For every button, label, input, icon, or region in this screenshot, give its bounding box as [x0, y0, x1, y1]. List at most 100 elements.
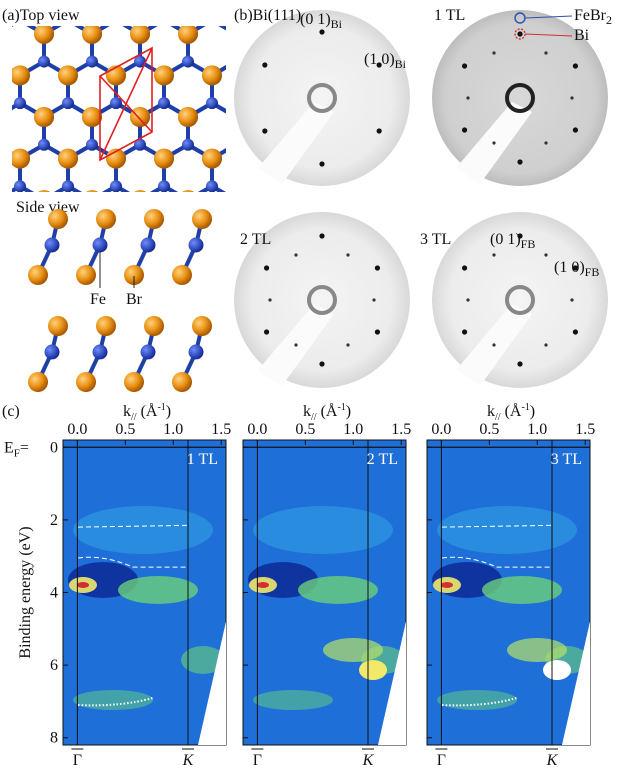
br-atom: [154, 0, 174, 2]
text-part: -1: [521, 402, 529, 413]
br-atom: [202, 0, 222, 2]
fe-atom: [182, 222, 194, 234]
legend-text: FeBr2: [574, 7, 612, 27]
band-feature: [359, 660, 387, 680]
y-tick-label: 4: [50, 585, 58, 602]
leed-spot: [544, 141, 547, 144]
leed-spot: [268, 298, 271, 301]
br-atom: [10, 232, 30, 252]
fe-atom: [110, 180, 122, 192]
fe-atom: [141, 345, 156, 360]
fe-atom: [86, 56, 98, 68]
text-part: Bi: [395, 57, 407, 71]
text-part: FeBr: [574, 7, 607, 24]
x-tick-label: 1.5: [391, 421, 411, 438]
br-atom: [172, 372, 192, 392]
y-tick-label: 8: [50, 730, 58, 747]
x-axis-label: k// (Å-1): [487, 402, 535, 423]
fe-atom: [182, 139, 194, 151]
x-tick-label: 0.5: [295, 421, 315, 438]
text-part: (0 1): [300, 11, 331, 28]
br-atom: [82, 190, 102, 210]
band-feature: [298, 576, 378, 604]
fe-atom: [38, 139, 50, 151]
text-part: ): [166, 403, 171, 420]
leed-spot: [517, 31, 522, 36]
br-atom: [96, 209, 116, 229]
br-atom: [202, 232, 222, 252]
band-feature: [441, 582, 453, 588]
text-part: FB: [585, 265, 600, 279]
bond: [260, 186, 284, 200]
x-tick-label: 0.0: [247, 421, 267, 438]
br-atom: [106, 0, 126, 2]
x-tick-label: 0.5: [479, 421, 499, 438]
figure: (a)Top viewSide viewFeBr(b)Bi(111)(0 1)B…: [0, 0, 617, 769]
br-atom: [130, 24, 150, 44]
leed-spot: [375, 329, 380, 334]
br-atom: [34, 107, 54, 127]
leed-spot: [319, 361, 324, 366]
br-atom: [0, 190, 6, 210]
plot-title: 3 TL: [551, 451, 582, 468]
fe-atom: [230, 139, 242, 151]
bond: [236, 186, 260, 200]
fe-atom: [86, 222, 98, 234]
leed-spot: [377, 128, 382, 133]
br-atom: [58, 149, 78, 169]
br-atom: [178, 190, 198, 210]
y-tick-label: 0: [50, 439, 58, 456]
y-axis-label: Binding energy (eV): [17, 526, 34, 658]
br-atom: [202, 149, 222, 169]
x-tick-label: 1.0: [163, 421, 183, 438]
br-atom: [226, 24, 246, 44]
br-atom: [76, 372, 96, 392]
leed-spot: [264, 329, 269, 334]
text-part: k: [487, 403, 495, 420]
text-part: Bi: [574, 27, 590, 44]
br-atom: [48, 316, 68, 336]
x-axis-label: k// (Å-1): [123, 402, 171, 423]
bond: [116, 228, 140, 242]
panel-label: (a)Top view: [2, 7, 80, 24]
text-part: (1 0): [554, 259, 585, 276]
band-feature: [118, 576, 198, 604]
leed-spot: [466, 96, 469, 99]
br-atom: [172, 265, 192, 285]
leed-spot: [262, 62, 267, 67]
text-part: ): [346, 403, 351, 420]
br-atom: [0, 107, 6, 127]
side-title: Side view: [16, 199, 80, 216]
br-atom: [0, 107, 6, 127]
br-atom: [10, 0, 30, 2]
y-tick-label: 6: [50, 657, 58, 674]
leed-spot: [492, 51, 495, 54]
pattern-title: 1 TL: [434, 7, 465, 24]
fe-atom: [62, 97, 74, 109]
br-atom: [178, 107, 198, 127]
fe-atom: [206, 97, 218, 109]
text-part: (Å: [317, 402, 338, 420]
fe-atom: [206, 14, 218, 26]
br-atom: [58, 0, 78, 2]
br-atom: [0, 24, 6, 44]
x-tick-label: 0.5: [115, 421, 135, 438]
text-part: =: [20, 439, 29, 456]
bond: [212, 228, 236, 242]
br-atom: [192, 316, 212, 336]
br-atom: [124, 372, 144, 392]
br-label: Br: [126, 291, 143, 308]
br-atom: [322, 190, 342, 210]
br-atom: [298, 0, 318, 2]
br-atom: [192, 209, 212, 229]
text-part: k: [303, 403, 311, 420]
band-feature: [253, 506, 393, 554]
br-atom: [106, 65, 126, 85]
ef-label: EF=: [4, 439, 29, 459]
fe-atom: [86, 139, 98, 151]
bond: [308, 186, 332, 200]
br-atom: [202, 0, 222, 2]
fe-atom: [0, 139, 2, 151]
br-atom: [82, 107, 102, 127]
gamma-label: Γ: [437, 752, 446, 769]
